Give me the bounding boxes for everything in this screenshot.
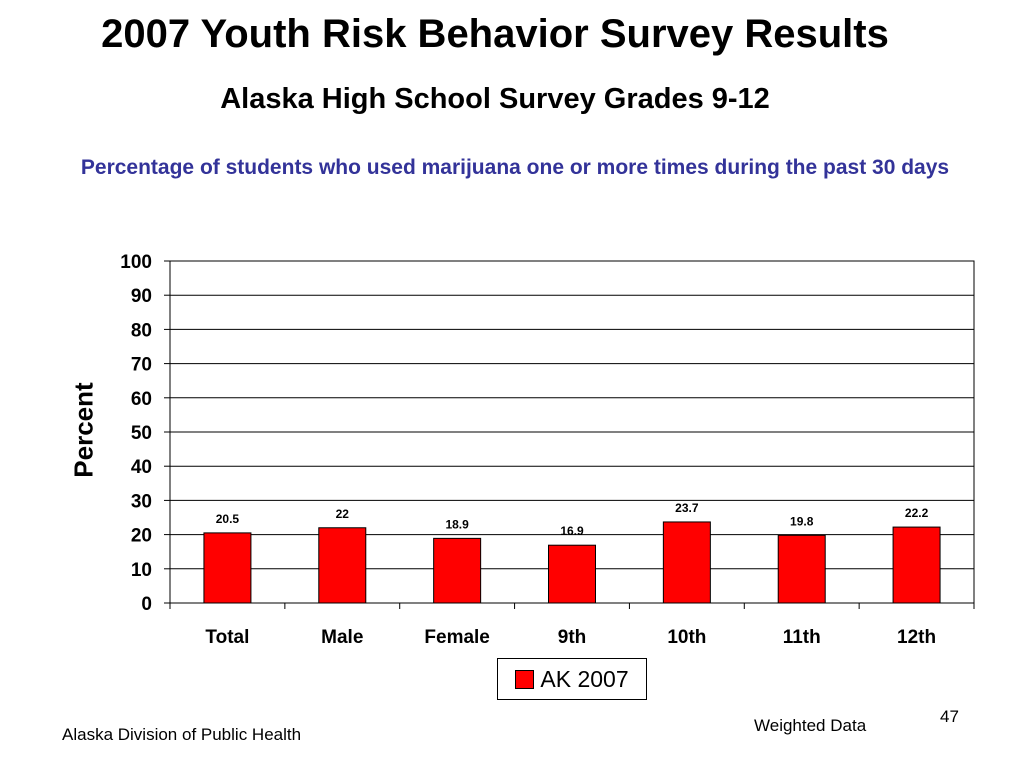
bar-12th <box>892 526 941 604</box>
bar-10th <box>662 521 711 604</box>
data-label: 22.2 <box>905 506 929 520</box>
x-tick-label: Total <box>205 627 249 648</box>
slide-title: 2007 Youth Risk Behavior Survey Results <box>101 12 889 56</box>
y-tick-label: 20 <box>131 526 152 547</box>
x-tick-label: 12th <box>897 627 936 648</box>
data-label: 16.9 <box>560 524 584 538</box>
y-tick-label: 50 <box>131 423 152 444</box>
chart-title: Percentage of students who used marijuan… <box>80 156 950 179</box>
bar-male <box>318 527 367 604</box>
y-tick-label: 90 <box>131 286 152 307</box>
data-label: 18.9 <box>445 517 469 531</box>
x-tick-label: Female <box>424 627 489 648</box>
footer-note: Weighted Data <box>754 716 867 735</box>
y-tick-label: 40 <box>131 457 152 478</box>
footer-source: Alaska Division of Public Health <box>62 725 302 744</box>
y-tick-label: 60 <box>131 389 152 410</box>
x-tick-label: Male <box>321 627 363 648</box>
y-tick-label: 10 <box>131 560 152 581</box>
data-label: 23.7 <box>675 501 699 515</box>
y-tick-label: 30 <box>131 491 152 512</box>
y-tick-label: 80 <box>131 320 152 341</box>
bar-total <box>203 532 252 604</box>
data-label: 22 <box>336 507 350 521</box>
data-label: 20.5 <box>216 512 240 526</box>
bar-11th <box>777 534 826 604</box>
x-tick-label: 10th <box>667 627 706 648</box>
bar-female <box>433 537 482 604</box>
x-tick-label: 11th <box>783 627 821 648</box>
y-tick-label: 70 <box>131 355 152 376</box>
legend-label: AK 2007 <box>540 665 629 692</box>
page-number: 47 <box>940 707 959 726</box>
slide-subtitle: Alaska High School Survey Grades 9-12 <box>220 83 770 115</box>
legend: AK 2007 <box>497 658 647 700</box>
y-tick-label: 0 <box>141 594 152 615</box>
x-tick-label: 9th <box>558 627 587 648</box>
data-label: 19.8 <box>790 514 814 528</box>
y-tick-label: 100 <box>120 252 152 273</box>
legend-swatch <box>515 669 535 689</box>
bar-9th <box>548 544 596 604</box>
